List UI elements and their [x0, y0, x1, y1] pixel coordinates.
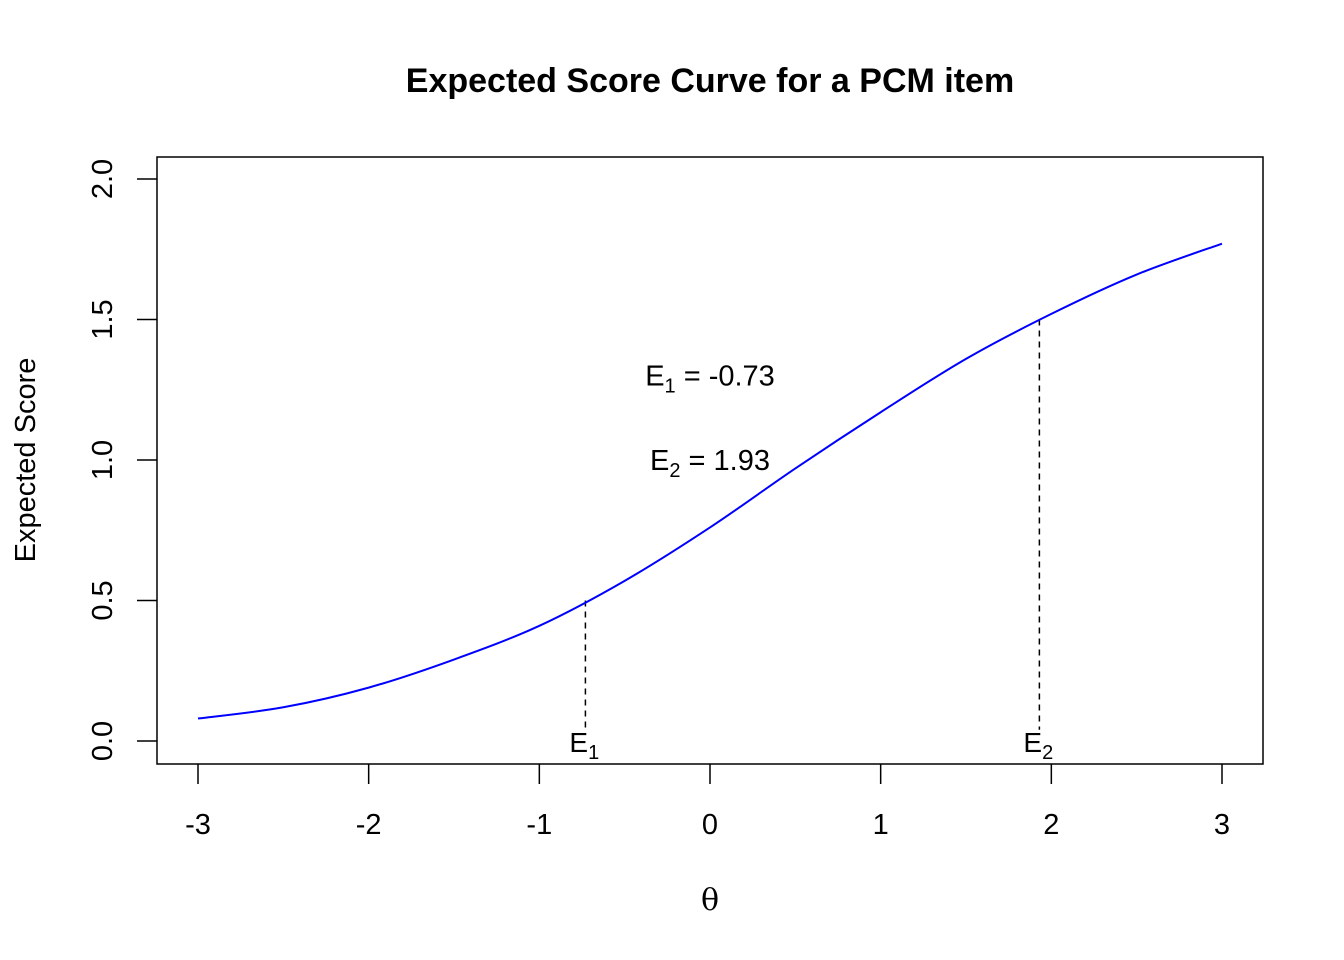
y-tick-label: 0.0: [87, 721, 119, 761]
x-axis-label: θ: [701, 883, 719, 918]
reference-line-label: E2: [1023, 727, 1053, 764]
x-tick-label: 2: [1043, 809, 1059, 841]
reference-line-label: E1: [569, 727, 599, 764]
x-axis: -3 -2 -1 0 1 2 3: [185, 764, 1230, 841]
annotation-text: E1 = -0.73: [645, 361, 775, 398]
y-tick-label: 1.0: [87, 440, 119, 480]
chart-title: Expected Score Curve for a PCM item: [406, 62, 1014, 100]
annotations: E1 = -0.73 E2 = 1.93: [645, 361, 775, 482]
y-axis: 0.0 0.5 1.0 1.5 2.0: [87, 159, 157, 761]
series-line-expected-score: [197, 242, 1223, 720]
x-tick-label: -1: [526, 809, 552, 841]
x-tick-label: -3: [185, 809, 211, 841]
y-tick-label: 2.0: [87, 159, 119, 199]
x-tick-label: 1: [873, 809, 889, 841]
reference-lines: E1 E2: [569, 319, 1053, 764]
y-axis-label: Expected Score: [10, 358, 42, 563]
y-tick-label: 1.5: [87, 299, 119, 339]
annotation-text: E2 = 1.93: [650, 445, 770, 482]
x-tick-label: -2: [356, 809, 382, 841]
y-tick-label: 0.5: [87, 580, 119, 620]
x-tick-label: 3: [1214, 809, 1230, 841]
x-tick-label: 0: [702, 809, 718, 841]
